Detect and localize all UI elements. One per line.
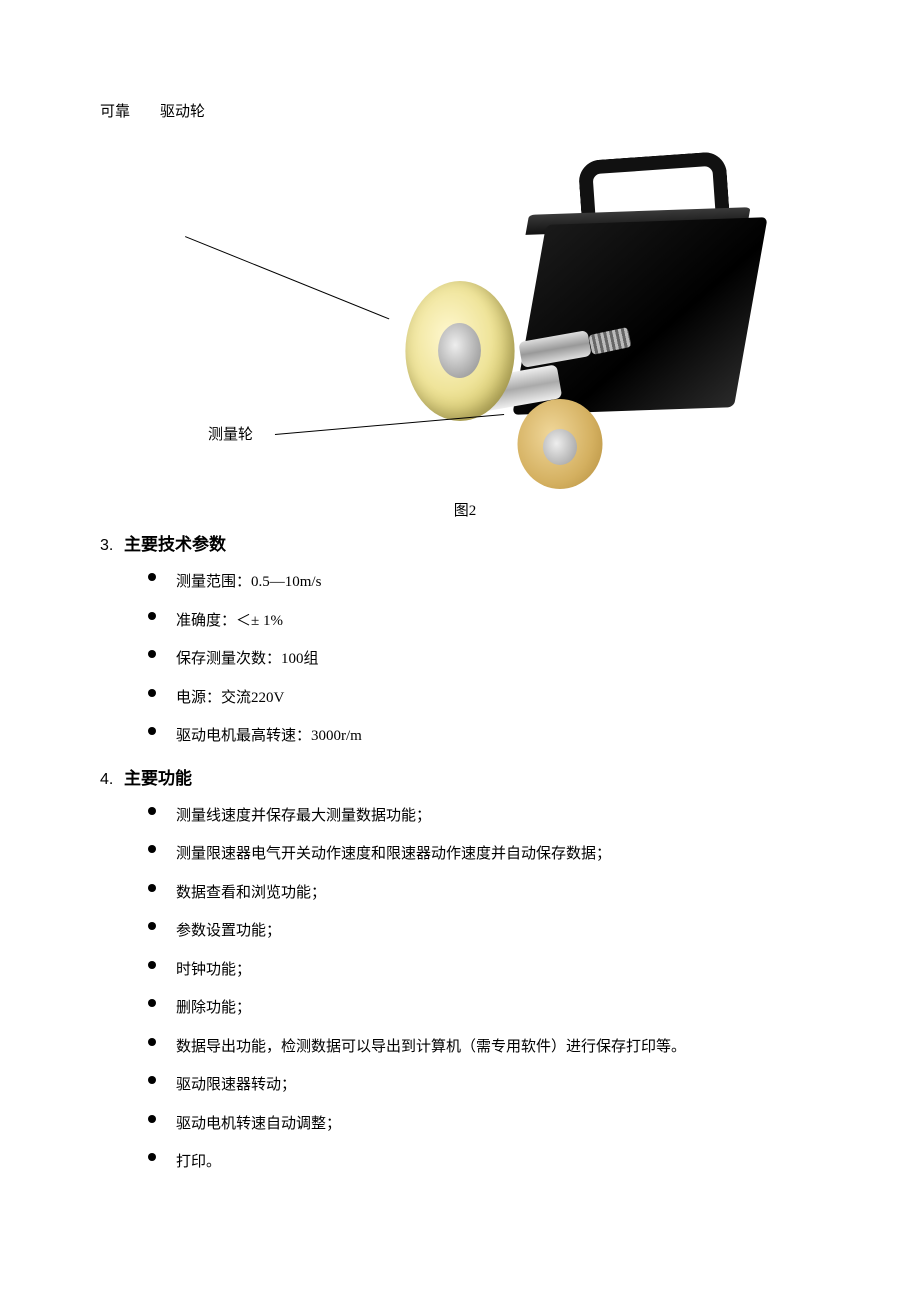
list-item: 删除功能； — [148, 997, 830, 1020]
list-item: 测量限速器电气开关动作速度和限速器动作速度并自动保存数据； — [148, 843, 830, 866]
list-item: 驱动限速器转动； — [148, 1074, 830, 1097]
section-3-list: 测量范围：0.5—10m/s 准确度：＜± 1% 保存测量次数：100组 电源：… — [148, 571, 830, 748]
list-item: 准确度：＜± 1% — [148, 610, 830, 633]
list-item: 数据查看和浏览功能； — [148, 882, 830, 905]
label-reliable: 可靠 — [100, 104, 130, 120]
list-item: 驱动电机最高转速：3000r/m — [148, 725, 830, 748]
leader-line-measure-wheel — [275, 414, 504, 436]
document-page: 可靠 驱动轮 测量轮 图2 3. 主要技术参数 测量范围：0.5—10m/s 准确… — [0, 0, 920, 1250]
leader-line-drive-wheel — [185, 236, 390, 320]
label-measure-wheel: 测量轮 — [208, 423, 253, 444]
section-4-list: 测量线速度并保存最大测量数据功能； 测量限速器电气开关动作速度和限速器动作速度并… — [148, 805, 830, 1174]
section-4-header: 4. 主要功能 — [100, 764, 830, 789]
list-item: 保存测量次数：100组 — [148, 648, 830, 671]
section-3-title: 主要技术参数 — [124, 530, 226, 555]
list-item: 时钟功能； — [148, 959, 830, 982]
section-3-number: 3. — [100, 537, 124, 555]
measure-wheel-hub — [543, 429, 577, 465]
list-item: 电源：交流220V — [148, 687, 830, 710]
list-item: 驱动电机转速自动调整； — [148, 1113, 830, 1136]
figure-caption: 图2 — [100, 499, 830, 520]
figure-top-labels: 可靠 驱动轮 — [100, 100, 830, 121]
list-item: 数据导出功能，检测数据可以导出到计算机（需专用软件）进行保存打印等。 — [148, 1036, 830, 1059]
list-item: 测量范围：0.5—10m/s — [148, 571, 830, 594]
list-item: 参数设置功能； — [148, 920, 830, 943]
list-item: 打印。 — [148, 1151, 830, 1174]
drive-wheel-hub — [438, 323, 481, 378]
section-4-number: 4. — [100, 771, 124, 789]
label-drive-wheel: 驱动轮 — [160, 104, 205, 120]
figure-2: 测量轮 — [100, 131, 830, 491]
section-3-header: 3. 主要技术参数 — [100, 530, 830, 555]
section-4-title: 主要功能 — [124, 764, 192, 789]
list-item: 测量线速度并保存最大测量数据功能； — [148, 805, 830, 828]
